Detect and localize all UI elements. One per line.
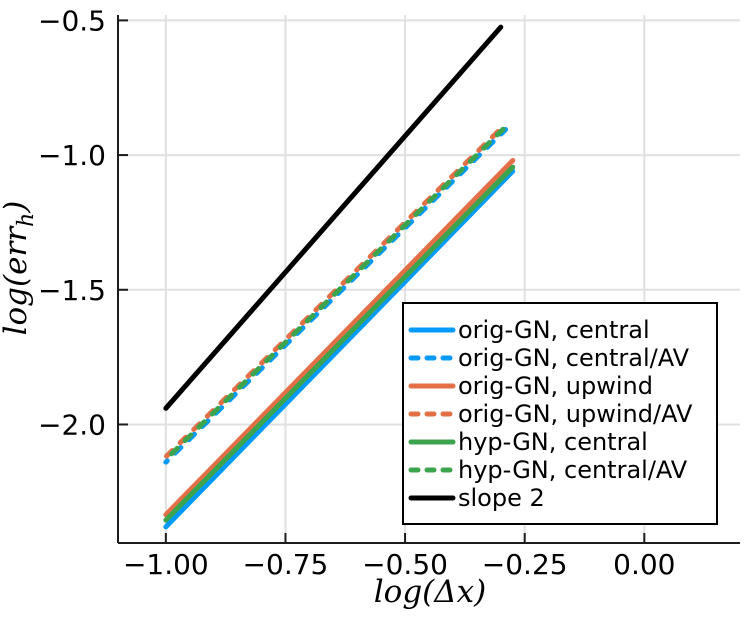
legend-item-label: orig-GN, upwind/AV bbox=[458, 400, 693, 428]
legend-item-label: orig-GN, central bbox=[458, 316, 650, 344]
legend-dashed-line-swatch bbox=[408, 467, 456, 473]
y-tick-label: −1.0 bbox=[38, 139, 106, 172]
legend-box: orig-GN, central orig-GN, central/AV orig-… bbox=[402, 302, 718, 525]
x-tick-label: −0.75 bbox=[243, 548, 329, 581]
y-axis-label-close: ) bbox=[0, 201, 34, 214]
tick-labels: −1.00 −0.75 −0.50 −0.25 0.00 −0.5 −1.0 −1.5 −2.0 bbox=[38, 4, 675, 581]
x-tick-label: −0.50 bbox=[362, 548, 448, 581]
legend-item: hyp-GN, central/AV bbox=[404, 456, 716, 484]
x-tick-label: −1.00 bbox=[123, 548, 209, 581]
legend-item-label: hyp-GN, central bbox=[458, 428, 648, 456]
y-tick-label: −2.0 bbox=[38, 408, 106, 441]
series-line-slope-2 bbox=[163, 24, 504, 411]
series-line-orig-gn-central bbox=[163, 168, 516, 530]
legend-item: orig-GN, upwind/AV bbox=[404, 400, 716, 428]
x-axis-label: log(Δx) bbox=[374, 574, 486, 610]
x-tick-label: 0.00 bbox=[613, 548, 675, 581]
y-tick-label: −1.5 bbox=[38, 274, 106, 307]
y-tick-label: −0.5 bbox=[38, 4, 106, 37]
series-line-orig-gn-upwind bbox=[163, 157, 516, 518]
legend-dashed-line-swatch bbox=[408, 355, 456, 361]
series-line-hyp-gn-central bbox=[163, 164, 516, 523]
x-tick-label: −0.25 bbox=[482, 548, 568, 581]
y-axis-label-main: log(err bbox=[0, 225, 34, 336]
series-line-hyp-gn-central-av bbox=[163, 124, 509, 462]
legend-solid-line-swatch bbox=[408, 495, 456, 501]
legend-item: orig-GN, central bbox=[404, 316, 716, 344]
legend-item: orig-GN, central/AV bbox=[404, 344, 716, 372]
legend-item: hyp-GN, central bbox=[404, 428, 716, 456]
legend-item: orig-GN, upwind bbox=[404, 372, 716, 400]
y-axis-label-subscript: h bbox=[14, 213, 39, 227]
legend-item-label: hyp-GN, central/AV bbox=[458, 456, 688, 484]
legend-solid-line-swatch bbox=[408, 327, 456, 333]
legend-solid-line-swatch bbox=[408, 439, 456, 445]
legend-solid-line-swatch bbox=[408, 383, 456, 389]
y-axis-label: log(errh) bbox=[0, 201, 39, 336]
legend-item: slope 2 bbox=[404, 484, 716, 512]
legend-item-label: orig-GN, central/AV bbox=[458, 344, 690, 372]
legend-dashed-line-swatch bbox=[408, 411, 456, 417]
legend-item-label: slope 2 bbox=[458, 484, 545, 512]
legend-item-label: orig-GN, upwind bbox=[458, 372, 653, 400]
series-lines bbox=[163, 24, 516, 530]
axes bbox=[117, 15, 740, 544]
